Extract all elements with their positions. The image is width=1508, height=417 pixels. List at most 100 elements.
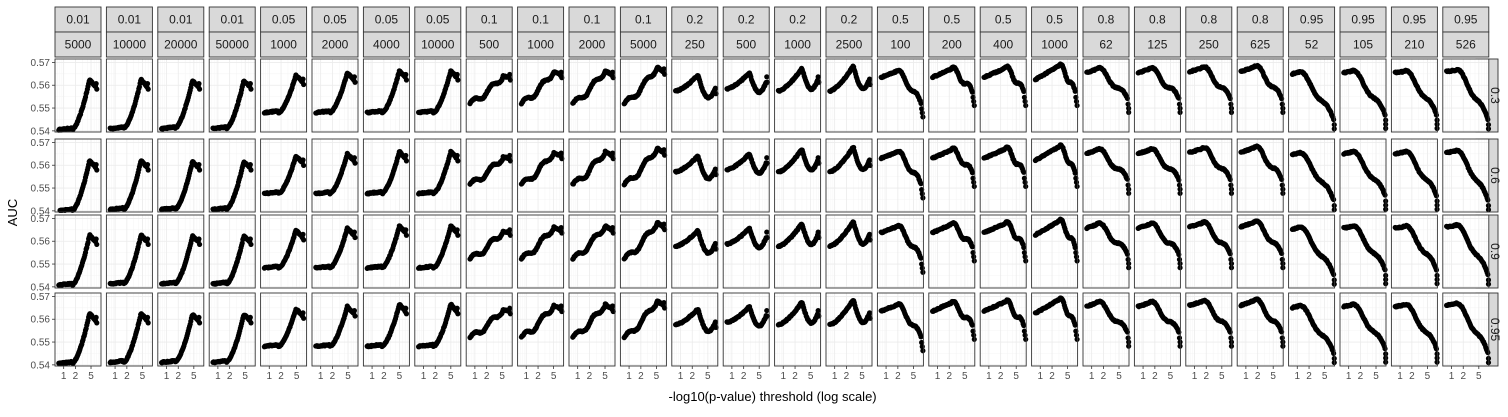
data-point — [404, 77, 409, 82]
panel-1-6 — [363, 139, 409, 212]
data-point — [970, 90, 975, 95]
facet-label-bottom: 5000 — [630, 38, 657, 52]
facet-label-top: 0.95 — [1351, 13, 1375, 27]
data-point — [867, 76, 872, 81]
facet-label-right: 0.9 — [1488, 243, 1502, 260]
data-point — [972, 103, 977, 108]
facet-label-top: 0.05 — [375, 13, 399, 27]
data-point — [970, 170, 975, 175]
facet-label-bottom: 4000 — [373, 38, 400, 52]
panel-0-0 — [55, 59, 101, 133]
facet-label-top: 0.95 — [1454, 13, 1478, 27]
data-point — [352, 155, 357, 160]
facet-label-bottom: 200 — [942, 38, 962, 52]
panel-1-16 — [877, 139, 925, 212]
data-point — [816, 155, 821, 160]
panel-0-5 — [312, 59, 358, 132]
data-point — [1073, 171, 1078, 176]
data-point — [146, 87, 151, 92]
data-point — [507, 72, 512, 77]
facet-label-top: 0.5 — [1046, 13, 1063, 27]
facet-label-bottom: 20000 — [164, 38, 198, 52]
data-point — [94, 162, 99, 167]
facet-label-top: 0.1 — [481, 13, 498, 27]
facet-label-top: 0.5 — [943, 13, 960, 27]
y-tick-label: 0.56 — [31, 81, 51, 92]
y-tick-label: 0.56 — [31, 161, 51, 172]
data-point — [146, 167, 151, 172]
data-point — [1073, 89, 1078, 94]
data-point — [197, 87, 202, 92]
facet-label-bottom: 500 — [736, 38, 756, 52]
panel-1-4 — [261, 139, 307, 212]
facet-label-bottom: 50000 — [216, 38, 250, 52]
data-point — [1021, 89, 1026, 94]
panel-1-14 — [775, 139, 822, 212]
data-point — [248, 81, 253, 86]
facet-label-bottom: 1000 — [270, 38, 297, 52]
facet-label-bottom: 100 — [890, 38, 910, 52]
panel-0-21 — [1134, 59, 1182, 132]
facet-label-top: 0.05 — [272, 13, 296, 27]
data-point — [248, 162, 253, 167]
data-point — [1485, 197, 1490, 202]
data-point — [145, 81, 150, 86]
panel-2-2 — [158, 215, 204, 288]
facet-label-bottom: 400 — [993, 38, 1013, 52]
data-point — [1074, 184, 1079, 189]
facet-label-top: 0.2 — [841, 13, 858, 27]
data-point — [918, 101, 923, 106]
panel-0-14 — [775, 59, 822, 132]
facet-label-right: 0.95 — [1488, 318, 1502, 342]
panel-0-1 — [106, 59, 152, 132]
facet-label-top: 0.01 — [169, 13, 193, 27]
facet-label-right: 0.3 — [1488, 87, 1502, 104]
panel-1-3 — [209, 139, 255, 212]
panel-1-7 — [415, 139, 461, 212]
panel-1-25 — [1340, 139, 1388, 212]
facet-label-bottom: 5000 — [65, 38, 92, 52]
panel-1-26 — [1391, 139, 1439, 212]
data-point — [1331, 117, 1336, 122]
panel-0-27 — [1443, 59, 1491, 132]
panel-0-4 — [261, 59, 307, 132]
facet-label-top: 0.01 — [66, 13, 90, 27]
data-point — [403, 72, 408, 77]
panel-1-21 — [1134, 139, 1182, 212]
data-point — [764, 74, 769, 79]
data-point — [918, 181, 923, 186]
facet-label-bottom: 526 — [1456, 38, 1476, 52]
facet-label-right: 0.6 — [1488, 167, 1502, 184]
data-point — [301, 82, 306, 87]
panel-0-22 — [1186, 59, 1234, 132]
facet-label-top: 0.95 — [1403, 13, 1427, 27]
panel-1-13 — [723, 139, 770, 212]
data-point — [661, 147, 666, 152]
data-point — [1023, 103, 1028, 108]
data-point — [301, 163, 306, 168]
data-point — [94, 167, 99, 172]
panel-1-9 — [518, 139, 565, 212]
data-point — [455, 72, 460, 77]
panel-0-25 — [1340, 59, 1388, 132]
data-point — [559, 151, 564, 156]
data-point — [610, 70, 615, 75]
panel-1-1 — [106, 139, 152, 212]
y-tick-label: 0.55 — [31, 104, 51, 115]
facet-label-top: 0.5 — [892, 13, 909, 27]
facet-label-bottom: 2500 — [836, 38, 863, 52]
data-point — [1485, 117, 1490, 122]
panel-0-11 — [620, 59, 667, 132]
panel-2-0 — [55, 215, 101, 288]
y-tick-label: 0.54 — [31, 126, 51, 137]
data-point — [920, 195, 925, 200]
data-point — [1434, 112, 1439, 117]
data-point — [455, 153, 460, 158]
data-point — [196, 162, 201, 167]
facet-label-bottom: 2000 — [322, 38, 349, 52]
panel-0-10 — [569, 59, 616, 132]
panel-1-17 — [929, 139, 977, 212]
panel-0-9 — [518, 59, 565, 132]
facet-label-top: 0.8 — [1149, 13, 1166, 27]
